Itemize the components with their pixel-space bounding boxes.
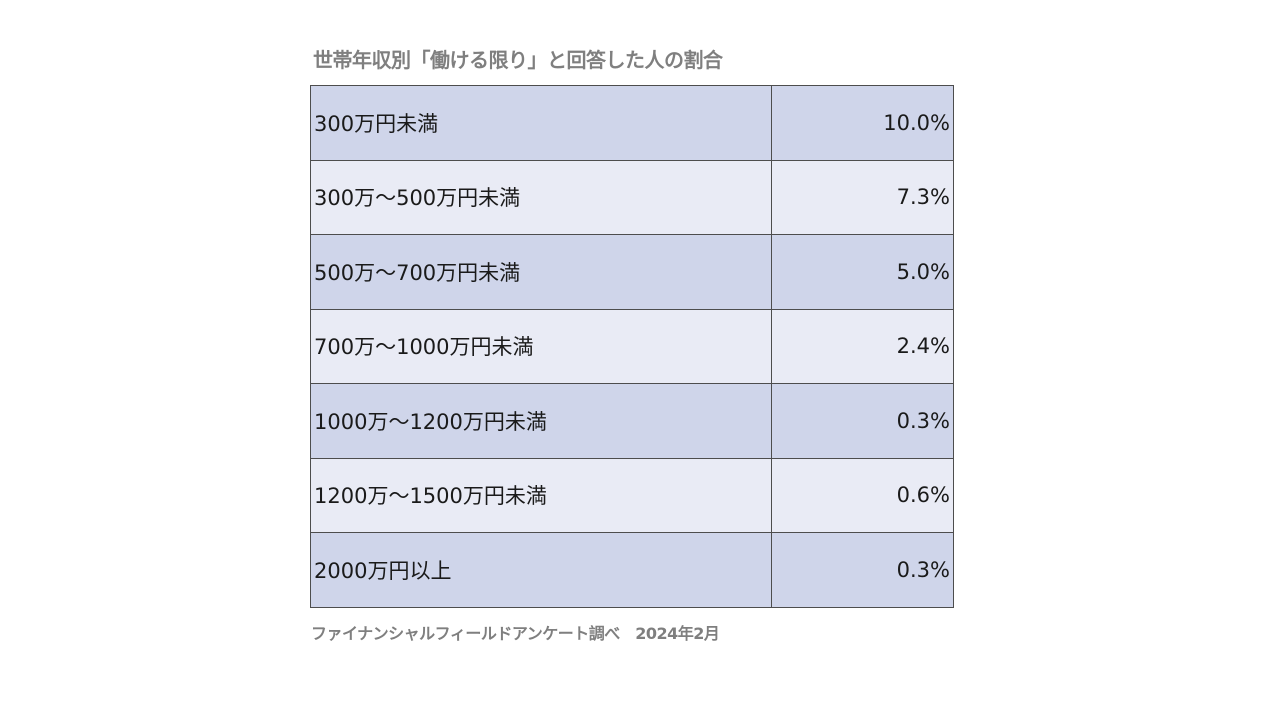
- income-bracket-cell: 300万円未満: [310, 85, 772, 161]
- income-bracket-cell: 1200万～1500万円未満: [310, 457, 772, 533]
- income-bracket-cell: 300万～500万円未満: [310, 159, 772, 235]
- source-note: ファイナンシャルフィールドアンケート調べ 2024年2月: [311, 624, 720, 643]
- percentage-cell: 7.3%: [771, 159, 954, 235]
- income-bracket-cell: 500万～700万円未満: [310, 234, 772, 310]
- percentage-cell: 10.0%: [771, 85, 954, 161]
- table-row: 2000万円以上 0.3%: [310, 532, 954, 608]
- income-bracket-cell: 2000万円以上: [310, 532, 772, 608]
- percentage-cell: 0.6%: [771, 457, 954, 533]
- data-table: 300万円未満 10.0% 300万～500万円未満 7.3% 500万～700万円未満…: [310, 85, 954, 608]
- percentage-cell: 5.0%: [771, 234, 954, 310]
- income-bracket-cell: 1000万～1200万円未満: [310, 383, 772, 459]
- table-body: 300万円未満 10.0% 300万～500万円未満 7.3% 500万～700万円未満…: [310, 85, 954, 608]
- table-row: 300万円未満 10.0%: [310, 85, 954, 161]
- table-row: 1000万～1200万円未満 0.3%: [310, 383, 954, 459]
- table-row: 500万～700万円未満 5.0%: [310, 234, 954, 310]
- table-row: 300万～500万円未満 7.3%: [310, 159, 954, 235]
- percentage-cell: 0.3%: [771, 383, 954, 459]
- income-bracket-cell: 700万～1000万円未満: [310, 308, 772, 384]
- table-row: 1200万～1500万円未満 0.6%: [310, 457, 954, 533]
- table-row: 700万～1000万円未満 2.4%: [310, 308, 954, 384]
- chart-title: 世帯年収別「働ける限り」と回答した人の割合: [313, 48, 723, 72]
- percentage-cell: 2.4%: [771, 308, 954, 384]
- percentage-cell: 0.3%: [771, 532, 954, 608]
